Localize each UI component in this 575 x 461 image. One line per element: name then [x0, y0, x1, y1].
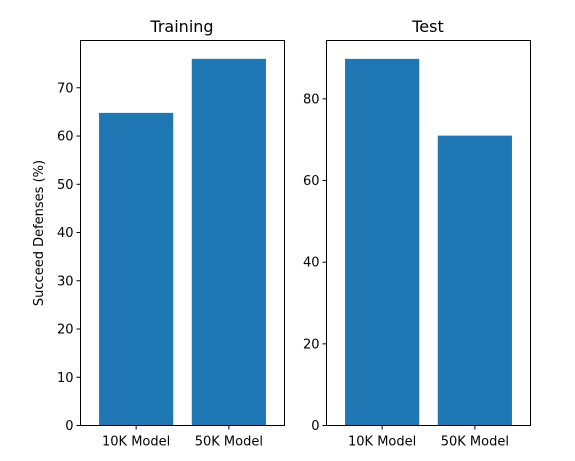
y-tick-label: 0	[65, 419, 73, 434]
plot-frame-test	[326, 40, 531, 426]
panel-title-training: Training	[149, 17, 213, 36]
bar-10k-model	[345, 58, 420, 426]
y-tick-label: 30	[57, 274, 74, 289]
y-tick-label: 50	[57, 178, 74, 193]
x-tick-label: 50K Model	[441, 435, 509, 450]
x-tick-label: 10K Model	[102, 435, 170, 450]
y-axis-label: Succeed Defenses (%)	[32, 160, 47, 306]
panel-test: Test 0 20 40 60 80 10K Model 50K Model	[303, 17, 531, 450]
y-tick-label: 70	[57, 81, 74, 96]
bar-50k-model	[437, 135, 512, 426]
y-tick-label: 20	[57, 323, 74, 338]
x-tick-label: 50K Model	[195, 435, 263, 450]
y-tick-label: 60	[303, 174, 320, 189]
y-tick-label: 60	[57, 130, 74, 145]
y-tick-label: 10	[57, 371, 74, 386]
panel-title-test: Test	[411, 17, 444, 36]
bar-50k-model	[191, 58, 266, 426]
panel-training: Training Succeed Defenses (%) 0 10 20 30 40 5…	[32, 17, 285, 450]
x-tick-label: 10K Model	[348, 435, 416, 450]
y-tick-label: 80	[303, 92, 320, 107]
y-tick-label: 20	[303, 337, 320, 352]
bar-10k-model	[99, 112, 174, 426]
y-tick-label: 0	[311, 419, 319, 434]
plot-frame-training	[80, 40, 285, 426]
y-tick-label: 40	[57, 226, 74, 241]
y-tick-label: 40	[303, 256, 320, 271]
